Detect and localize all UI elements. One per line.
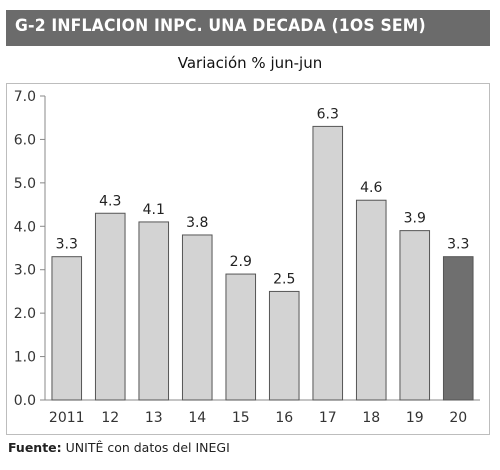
y-tick-label: 1.0	[14, 350, 36, 366]
y-tick-label: 7.0	[14, 89, 36, 105]
bar-16	[268, 290, 300, 401]
x-tick-label-15: 15	[232, 410, 250, 426]
bar-17	[312, 125, 344, 401]
chart-subtitle: Variación % jun-jun	[177, 54, 323, 72]
x-tick-label-13: 13	[145, 410, 163, 426]
bar-20	[442, 256, 474, 401]
data-label-17: 6.3	[317, 106, 339, 122]
source-label: Fuente:	[8, 440, 62, 455]
y-tick-label: 6.0	[14, 132, 36, 148]
y-tick-label: 2.0	[14, 306, 36, 322]
data-label-18: 4.6	[360, 180, 382, 196]
bar-18	[355, 199, 387, 401]
x-tick-label-19: 19	[406, 410, 424, 426]
y-tick-label: 0.0	[14, 393, 36, 409]
y-tick-label: 4.0	[14, 219, 36, 235]
data-label-13: 4.1	[143, 202, 165, 218]
bar-19	[399, 230, 431, 401]
data-label-19: 3.9	[404, 211, 426, 227]
bar-13	[138, 221, 170, 401]
x-tick-label-2011: 2011	[49, 410, 85, 426]
chart-title: G-2 INFLACION INPC. UNA DECADA (1OS SEM)	[15, 16, 426, 36]
source-text: UNITÊ con datos del INEGI	[65, 440, 230, 455]
data-label-20: 3.3	[447, 237, 469, 253]
bar-15	[225, 273, 257, 401]
bar-12	[94, 212, 126, 401]
data-label-16: 2.5	[273, 271, 295, 287]
y-tick-label: 3.0	[14, 263, 36, 279]
y-tick-label: 5.0	[14, 176, 36, 192]
chart-frame	[6, 83, 490, 435]
bar-14	[181, 234, 213, 401]
data-label-12: 4.3	[99, 193, 121, 209]
x-tick-label-17: 17	[319, 410, 337, 426]
data-label-14: 3.8	[186, 215, 208, 231]
x-tick-label-12: 12	[101, 410, 119, 426]
bar-2011	[51, 256, 83, 401]
source-note: Fuente: UNITÊ con datos del INEGI	[8, 440, 230, 455]
x-tick-label-20: 20	[449, 410, 467, 426]
x-tick-label-16: 16	[275, 410, 293, 426]
x-tick-label-14: 14	[188, 410, 206, 426]
data-label-15: 2.9	[230, 254, 252, 270]
x-tick-label-18: 18	[362, 410, 380, 426]
title-bar: G-2 INFLACION INPC. UNA DECADA (1OS SEM)	[6, 10, 490, 46]
data-label-2011: 3.3	[56, 237, 78, 253]
